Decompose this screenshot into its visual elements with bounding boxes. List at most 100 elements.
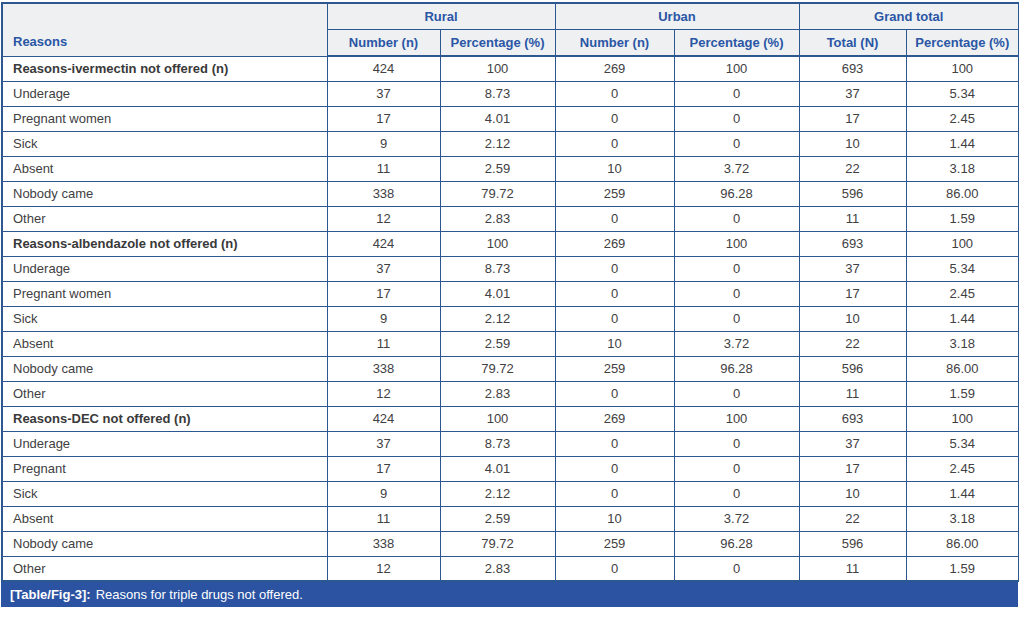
value-cell: 259 [555,181,674,206]
row-label-cell: Sick [2,481,327,506]
value-cell: 4.01 [440,281,555,306]
value-cell: 2.45 [906,456,1019,481]
value-cell: 11 [799,556,906,581]
value-cell: 100 [906,56,1019,81]
value-cell: 9 [327,481,440,506]
group-header-grand-total: Grand total [799,3,1019,29]
table-row: Pregnant women174.0100172.45 [2,106,1019,131]
table-figure-page: Reasons Rural Urban Grand total Number (… [0,0,1019,629]
value-cell: 79.72 [440,356,555,381]
row-label-cell: Pregnant women [2,106,327,131]
value-cell: 596 [799,531,906,556]
row-label-cell: Nobody came [2,356,327,381]
column-header-rural-percentage: Percentage (%) [440,29,555,56]
value-cell: 37 [799,81,906,106]
value-cell: 0 [555,556,674,581]
value-cell: 1.44 [906,131,1019,156]
value-cell: 96.28 [674,356,799,381]
value-cell: 338 [327,356,440,381]
row-label-cell: Absent [2,506,327,531]
value-cell: 10 [555,506,674,531]
value-cell: 8.73 [440,256,555,281]
value-cell: 9 [327,306,440,331]
row-label-cell: Sick [2,131,327,156]
value-cell: 10 [555,156,674,181]
value-cell: 0 [674,431,799,456]
value-cell: 0 [674,206,799,231]
row-label-cell: Other [2,206,327,231]
value-cell: 424 [327,406,440,431]
value-cell: 22 [799,331,906,356]
value-cell: 17 [327,281,440,306]
table-row: Underage378.7300375.34 [2,81,1019,106]
value-cell: 596 [799,181,906,206]
value-cell: 338 [327,531,440,556]
value-cell: 11 [327,331,440,356]
value-cell: 0 [555,131,674,156]
section-header-row: Reasons-albendazole not offered (n)42410… [2,231,1019,256]
value-cell: 0 [674,481,799,506]
value-cell: 338 [327,181,440,206]
value-cell: 0 [555,431,674,456]
table-row: Nobody came33879.7225996.2859686.00 [2,181,1019,206]
value-cell: 2.59 [440,156,555,181]
value-cell: 79.72 [440,531,555,556]
value-cell: 0 [674,131,799,156]
group-header-urban: Urban [555,3,799,29]
value-cell: 10 [799,306,906,331]
value-cell: 0 [555,381,674,406]
value-cell: 86.00 [906,181,1019,206]
value-cell: 96.28 [674,531,799,556]
row-label-cell: Reasons-ivermectin not offered (n) [2,56,327,81]
value-cell: 2.45 [906,281,1019,306]
group-header-rural: Rural [327,3,555,29]
value-cell: 3.72 [674,331,799,356]
row-label-cell: Pregnant [2,456,327,481]
value-cell: 5.34 [906,81,1019,106]
row-label-cell: Absent [2,331,327,356]
value-cell: 37 [327,256,440,281]
value-cell: 11 [327,506,440,531]
value-cell: 100 [674,56,799,81]
value-cell: 0 [674,306,799,331]
value-cell: 2.12 [440,131,555,156]
value-cell: 86.00 [906,356,1019,381]
value-cell: 22 [799,506,906,531]
value-cell: 693 [799,56,906,81]
value-cell: 0 [674,106,799,131]
value-cell: 2.12 [440,306,555,331]
value-cell: 37 [327,431,440,456]
value-cell: 86.00 [906,531,1019,556]
value-cell: 0 [674,281,799,306]
table-row: Absent112.59103.72223.18 [2,506,1019,531]
value-cell: 3.18 [906,506,1019,531]
table-row: Pregnant women174.0100172.45 [2,281,1019,306]
row-label-cell: Nobody came [2,531,327,556]
value-cell: 2.83 [440,206,555,231]
value-cell: 269 [555,406,674,431]
row-label-cell: Sick [2,306,327,331]
value-cell: 37 [799,431,906,456]
value-cell: 4.01 [440,106,555,131]
value-cell: 5.34 [906,256,1019,281]
value-cell: 100 [440,406,555,431]
table-row: Sick92.1200101.44 [2,131,1019,156]
value-cell: 596 [799,356,906,381]
row-label-cell: Nobody came [2,181,327,206]
row-label-cell: Underage [2,431,327,456]
row-label-cell: Underage [2,81,327,106]
value-cell: 4.01 [440,456,555,481]
row-label-cell: Absent [2,156,327,181]
row-label-cell: Pregnant women [2,281,327,306]
value-cell: 9 [327,131,440,156]
value-cell: 17 [799,281,906,306]
table-row: Underage378.7300375.34 [2,431,1019,456]
value-cell: 269 [555,231,674,256]
value-cell: 2.83 [440,556,555,581]
table-row: Absent112.59103.72223.18 [2,156,1019,181]
column-header-rural-number: Number (n) [327,29,440,56]
table-row: Other122.8300111.59 [2,381,1019,406]
value-cell: 0 [555,206,674,231]
value-cell: 10 [799,131,906,156]
table-row: Other122.8300111.59 [2,556,1019,581]
